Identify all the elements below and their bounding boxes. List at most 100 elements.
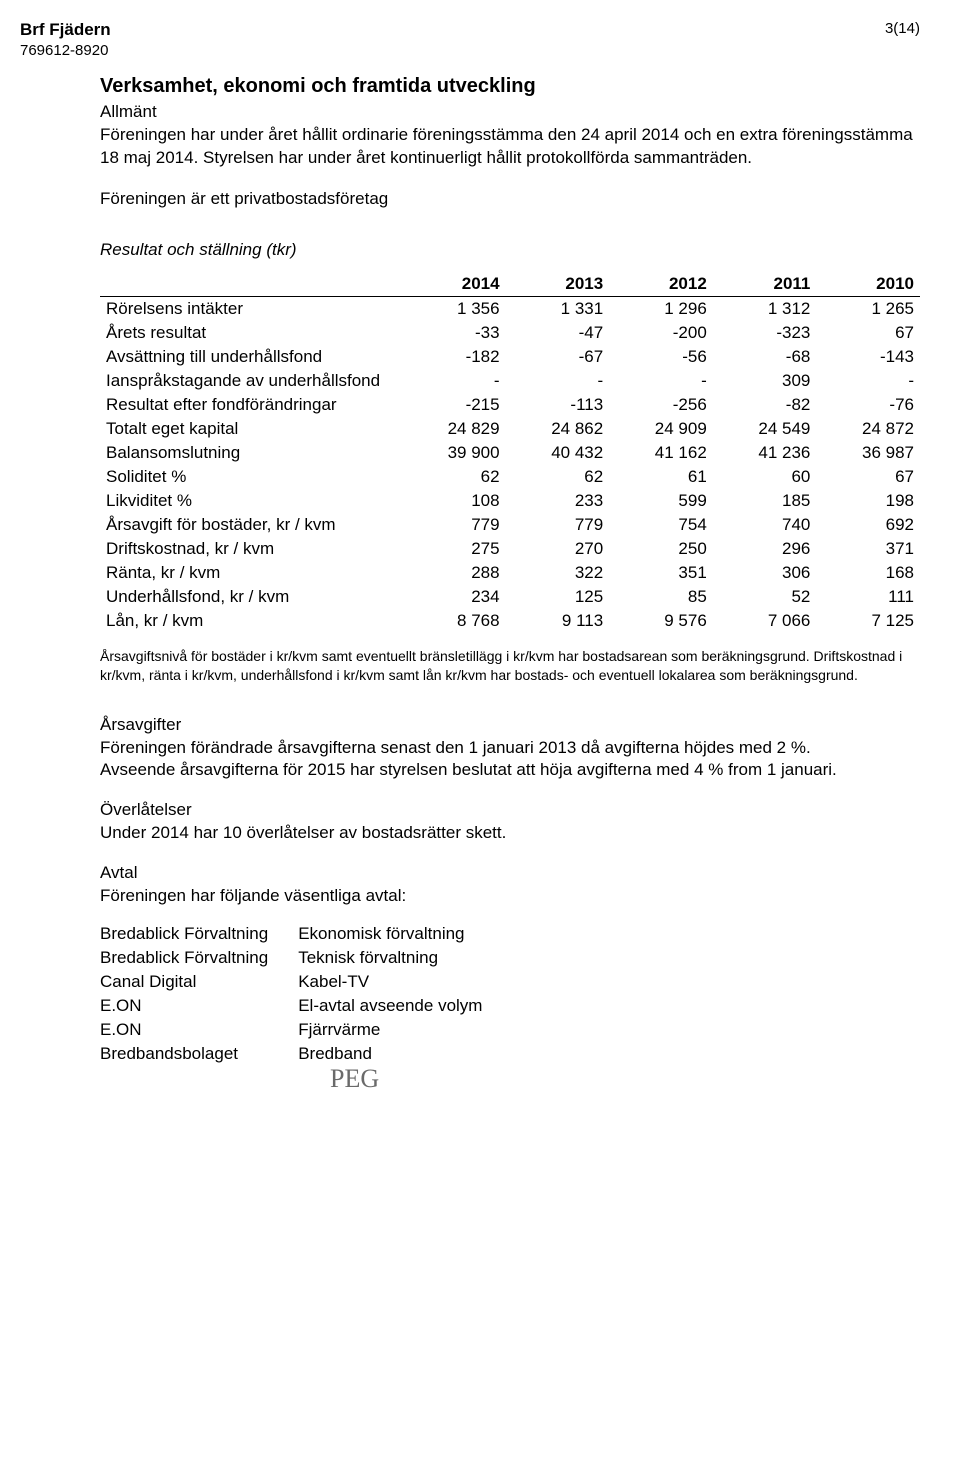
page-header: Brf Fjädern 769612-8920 3(14) [20,20,920,59]
org-name: Brf Fjädern [20,20,111,40]
contract-row: Canal DigitalKabel-TV [100,970,512,994]
table-row: Likviditet %108233599185198 [100,489,920,513]
table-cell: -67 [506,345,610,369]
org-block: Brf Fjädern 769612-8920 [20,20,111,59]
contracts-table: Bredablick FörvaltningEkonomisk förvaltn… [100,922,512,1066]
table-cell: 24 549 [713,417,817,441]
table-cell: 270 [506,537,610,561]
table-header-cell: 2014 [402,272,506,297]
table-cell: 1 356 [402,296,506,321]
table-cell: 125 [506,585,610,609]
table-row: Lån, kr / kvm8 7689 1139 5767 0667 125 [100,609,920,633]
table-cell: 108 [402,489,506,513]
table-cell: - [506,369,610,393]
section-title: Verksamhet, ekonomi och framtida utveckl… [100,75,920,98]
results-table: 2014 2013 2012 2011 2010 Rörelsens intäk… [100,272,920,633]
table-row-label: Likviditet % [100,489,402,513]
subheading-avtal: Avtal [100,863,920,883]
table-row-label: Resultat efter fondförändringar [100,393,402,417]
table-cell: -256 [609,393,713,417]
table-cell: 234 [402,585,506,609]
table-header-cell: 2013 [506,272,610,297]
table-cell: 40 432 [506,441,610,465]
table-cell: 60 [713,465,817,489]
content: Verksamhet, ekonomi och framtida utveckl… [100,75,920,1094]
table-row-label: Soliditet % [100,465,402,489]
table-cell: -68 [713,345,817,369]
paragraph-avtal: Föreningen har följande väsentliga avtal… [100,885,920,908]
table-cell: 233 [506,489,610,513]
table-cell: 1 312 [713,296,817,321]
table-body: Rörelsens intäkter1 3561 3311 2961 3121 … [100,296,920,633]
section-overlatelser: Överlåtelser Under 2014 har 10 överlåtel… [100,800,920,845]
contract-row: Bredablick FörvaltningEkonomisk förvaltn… [100,922,512,946]
table-row: Årsavgift för bostäder, kr / kvm77977975… [100,513,920,537]
table-row-label: Avsättning till underhållsfond [100,345,402,369]
table-cell: 779 [402,513,506,537]
table-cell: 275 [402,537,506,561]
subheading-overlatelser: Överlåtelser [100,800,920,820]
table-footnote: Årsavgiftsnivå för bostäder i kr/kvm sam… [100,647,920,685]
table-cell: -143 [816,345,920,369]
table-cell: 41 162 [609,441,713,465]
table-cell: -323 [713,321,817,345]
contract-row: Bredablick FörvaltningTeknisk förvaltnin… [100,946,512,970]
table-cell: 740 [713,513,817,537]
table-cell: 41 236 [713,441,817,465]
table-cell: 351 [609,561,713,585]
table-cell: 67 [816,465,920,489]
contract-service: Bredband [298,1042,512,1066]
table-header-cell: 2011 [713,272,817,297]
table-cell: 322 [506,561,610,585]
table-cell: 61 [609,465,713,489]
contract-service: El-avtal avseende volym [298,994,512,1018]
table-cell: -76 [816,393,920,417]
table-cell: 24 872 [816,417,920,441]
contract-provider: E.ON [100,1018,298,1042]
table-row: Ianspråkstagande av underhållsfond---309… [100,369,920,393]
table-row-label: Totalt eget kapital [100,417,402,441]
table-row-label: Årets resultat [100,321,402,345]
contract-row: E.ONEl-avtal avseende volym [100,994,512,1018]
table-cell: 599 [609,489,713,513]
table-cell: 754 [609,513,713,537]
table-row-label: Rörelsens intäkter [100,296,402,321]
section-avtal: Avtal Föreningen har följande väsentliga… [100,863,920,1094]
signature-initials: PEG [330,1064,920,1094]
page: Brf Fjädern 769612-8920 3(14) Verksamhet… [0,0,960,1134]
table-cell: 779 [506,513,610,537]
table-header-row: 2014 2013 2012 2011 2010 [100,272,920,297]
subheading-arsavgifter: Årsavgifter [100,715,920,735]
table-cell: 692 [816,513,920,537]
table-cell: 24 909 [609,417,713,441]
subheading-resultat: Resultat och ställning (tkr) [100,239,920,262]
table-cell: -215 [402,393,506,417]
table-row: Soliditet %6262616067 [100,465,920,489]
section-arsavgifter: Årsavgifter Föreningen förändrade årsavg… [100,715,920,783]
contract-provider: Bredablick Förvaltning [100,946,298,970]
table-row-label: Årsavgift för bostäder, kr / kvm [100,513,402,537]
table-cell: 296 [713,537,817,561]
paragraph-arsavgifter-2: Avseende årsavgifterna för 2015 har styr… [100,759,920,782]
table-cell: -113 [506,393,610,417]
table-cell: 7 066 [713,609,817,633]
table-row-label: Lån, kr / kvm [100,609,402,633]
contract-service: Ekonomisk förvaltning [298,922,512,946]
table-cell: 7 125 [816,609,920,633]
table-cell: 1 265 [816,296,920,321]
table-cell: 67 [816,321,920,345]
table-row-label: Balansomslutning [100,441,402,465]
paragraph-arsavgifter-1: Föreningen förändrade årsavgifterna sena… [100,737,920,760]
table-row: Underhållsfond, kr / kvm2341258552111 [100,585,920,609]
table-cell: -47 [506,321,610,345]
table-cell: 185 [713,489,817,513]
contract-service: Kabel-TV [298,970,512,994]
table-cell: 250 [609,537,713,561]
contract-provider: Bredbandsbolaget [100,1042,298,1066]
table-row: Rörelsens intäkter1 3561 3311 2961 3121 … [100,296,920,321]
paragraph-overlatelser: Under 2014 har 10 överlåtelser av bostad… [100,822,920,845]
table-cell: 9 113 [506,609,610,633]
table-row: Balansomslutning39 90040 43241 16241 236… [100,441,920,465]
contract-row: E.ONFjärrvärme [100,1018,512,1042]
contract-service: Teknisk förvaltning [298,946,512,970]
